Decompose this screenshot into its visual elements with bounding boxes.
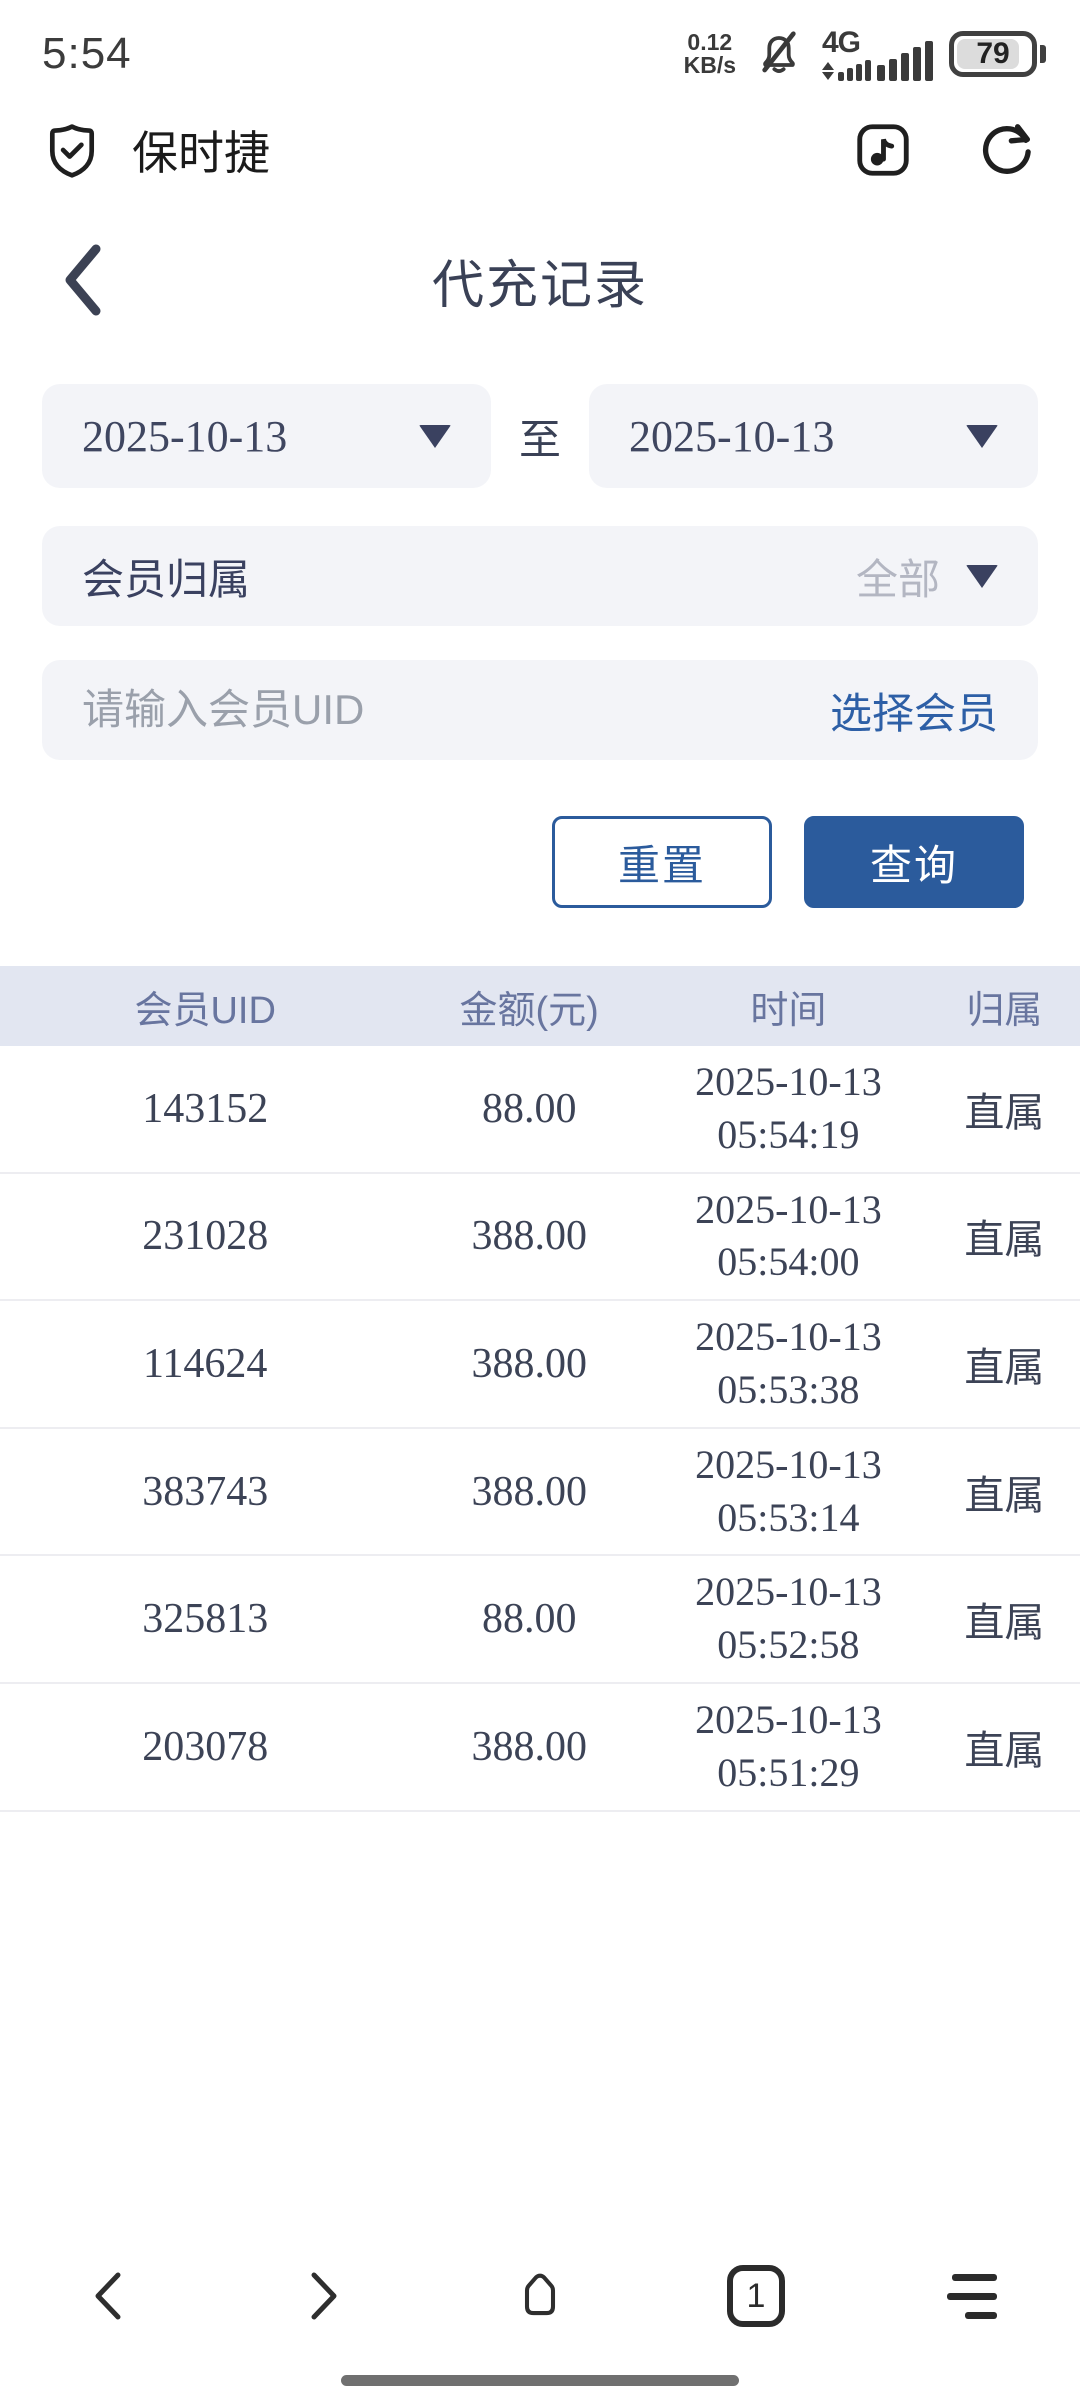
network-activity-arrows-icon xyxy=(822,61,834,80)
cell-time: 2025-10-13 05:51:29 xyxy=(695,1696,882,1795)
cell-attribution: 直属 xyxy=(964,1090,1045,1135)
music-note-icon[interactable] xyxy=(852,119,914,181)
chevron-down-icon xyxy=(966,424,999,448)
cell-uid: 143152 xyxy=(142,1085,269,1132)
date-from-select[interactable]: 2025-10-13 xyxy=(42,384,491,488)
page-header: 代充记录 xyxy=(0,220,1080,340)
table-row: 325813 88.00 2025-10-13 05:52:58 直属 xyxy=(0,1556,1080,1684)
cell-attribution: 直属 xyxy=(964,1218,1045,1263)
uid-field-row: 选择会员 xyxy=(42,660,1038,760)
cell-time: 2025-10-13 05:52:58 xyxy=(695,1569,882,1668)
recents-tab-icon: 1 xyxy=(727,2265,785,2327)
home-icon xyxy=(524,2273,556,2316)
date-separator: 至 xyxy=(519,415,562,463)
table-row: 383743 388.00 2025-10-13 05:53:14 直属 xyxy=(0,1428,1080,1557)
nav-menu-button[interactable] xyxy=(864,2246,1080,2346)
cell-amount: 88.00 xyxy=(481,1085,577,1132)
signal-bars-sim1-icon xyxy=(877,40,933,81)
date-from-value: 2025-10-13 xyxy=(82,411,288,461)
date-range-row: 2025-10-13 至 2025-10-13 xyxy=(42,384,1039,488)
refresh-icon[interactable] xyxy=(976,119,1038,181)
bottom-navigation-bar: 1 xyxy=(0,2246,1080,2346)
shield-check-icon xyxy=(49,124,95,178)
app-bar: 保时捷 xyxy=(0,98,1080,202)
network-speed-value: 0.12 xyxy=(687,29,733,55)
table-header-row: 会员UID 金额(元) 时间 归属 xyxy=(0,966,1080,1046)
cell-attribution: 直属 xyxy=(964,1601,1045,1646)
nav-recents-button[interactable]: 1 xyxy=(648,2246,864,2346)
cell-time: 2025-10-13 05:54:00 xyxy=(695,1186,882,1285)
column-header-amount: 金额(元) xyxy=(459,989,599,1032)
attribution-value: 全部 xyxy=(855,555,940,603)
site-title: 保时捷 xyxy=(132,127,270,179)
cell-uid: 231028 xyxy=(142,1213,269,1260)
gesture-handle[interactable] xyxy=(341,2375,739,2386)
cell-time: 2025-10-13 05:53:14 xyxy=(695,1441,882,1540)
column-header-uid: 会员UID xyxy=(134,989,276,1032)
network-speed: 0.12 KB/s xyxy=(684,31,736,77)
status-icons: 0.12 KB/s 4G xyxy=(684,27,1046,81)
cell-uid: 114624 xyxy=(142,1340,268,1387)
date-to-value: 2025-10-13 xyxy=(629,411,835,461)
records-table: 会员UID 金额(元) 时间 归属 143152 88.00 2025-10-1… xyxy=(0,966,1080,1812)
back-button[interactable] xyxy=(52,235,112,325)
table-row: 203078 388.00 2025-10-13 05:51:29 直属 xyxy=(0,1683,1080,1812)
column-header-time: 时间 xyxy=(750,989,827,1032)
member-uid-input[interactable] xyxy=(82,686,830,734)
back-chevron-icon xyxy=(65,244,101,316)
nav-back-button[interactable] xyxy=(0,2246,216,2346)
cell-attribution: 直属 xyxy=(964,1345,1045,1390)
table-row: 114624 388.00 2025-10-13 05:53:38 直属 xyxy=(0,1301,1080,1429)
cell-uid: 383743 xyxy=(142,1468,269,1515)
tab-count: 1 xyxy=(746,2276,766,2315)
network-type-label: 4G xyxy=(822,25,861,59)
chevron-down-icon xyxy=(419,424,451,448)
cell-attribution: 直属 xyxy=(964,1473,1045,1518)
nav-back-icon xyxy=(95,2272,121,2320)
query-button[interactable]: 查询 xyxy=(804,816,1024,908)
signal-bars-icon: 4G xyxy=(822,25,933,81)
battery-percent: 79 xyxy=(976,37,1010,70)
page-title: 代充记录 xyxy=(431,256,648,315)
date-to-select[interactable]: 2025-10-13 xyxy=(589,384,1039,488)
attribution-label: 会员归属 xyxy=(82,555,251,603)
cell-amount: 388.00 xyxy=(471,1340,587,1387)
nav-forward-button[interactable] xyxy=(216,2246,432,2346)
clock: 5:54 xyxy=(42,29,132,78)
cell-amount: 388.00 xyxy=(471,1723,587,1770)
filter-actions: 重置 查询 xyxy=(42,816,1024,908)
column-header-attribution: 归属 xyxy=(966,989,1043,1032)
cell-amount: 388.00 xyxy=(471,1213,587,1260)
cell-time: 2025-10-13 05:53:38 xyxy=(695,1314,882,1412)
reset-button[interactable]: 重置 xyxy=(552,816,772,908)
nav-home-button[interactable] xyxy=(432,2246,648,2346)
table-row: 231028 388.00 2025-10-13 05:54:00 直属 xyxy=(0,1173,1080,1302)
network-speed-unit: KB/s xyxy=(683,52,736,78)
menu-icon xyxy=(947,2273,997,2319)
status-bar: 5:54 0.12 KB/s 4G xyxy=(0,0,1080,92)
chevron-down-icon xyxy=(966,564,998,588)
cell-amount: 88.00 xyxy=(481,1596,577,1643)
member-attribution-select[interactable]: 会员归属 全部 xyxy=(42,526,1038,626)
signal-bars-sim2-icon xyxy=(838,59,871,81)
cell-uid: 325813 xyxy=(142,1596,269,1643)
cell-time: 2025-10-13 05:54:19 xyxy=(695,1059,882,1157)
table-row: 143152 88.00 2025-10-13 05:54:19 直属 xyxy=(0,1046,1080,1174)
bell-muted-icon xyxy=(762,31,796,73)
cell-uid: 203078 xyxy=(142,1723,269,1770)
cell-amount: 388.00 xyxy=(471,1468,587,1515)
battery-icon: 79 xyxy=(949,31,1046,77)
nav-forward-icon xyxy=(311,2272,337,2320)
cell-attribution: 直属 xyxy=(964,1728,1045,1773)
filter-section: 2025-10-13 至 2025-10-13 会员归属 全部 选择会员 重置 … xyxy=(0,340,1080,908)
select-member-link[interactable]: 选择会员 xyxy=(829,689,998,737)
